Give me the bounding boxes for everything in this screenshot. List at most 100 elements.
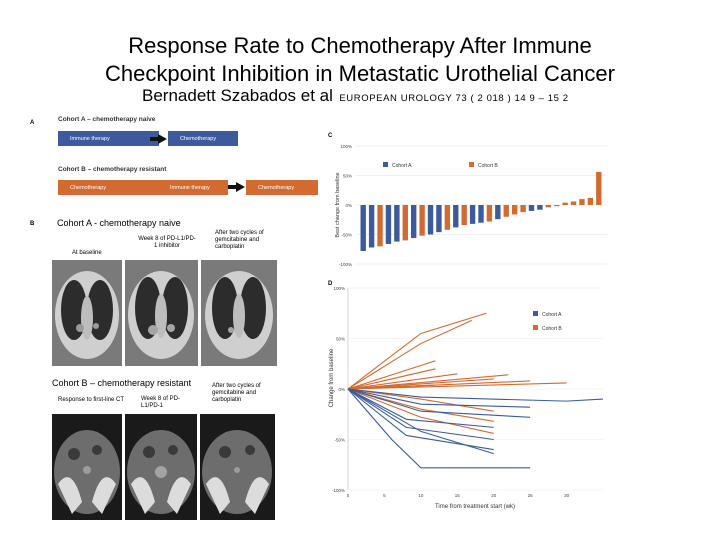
bar [419,205,425,236]
cohort-b-step-3: Chemotherapy [246,180,318,195]
panel-c-y-axis-label: Best change from baseline [335,172,341,237]
slide-title: Response Rate to Chemotherapy After Immu… [0,32,720,88]
bar [511,205,518,215]
ct-image-week8 [125,260,198,366]
bar [528,205,535,211]
series-line [347,388,494,455]
y-tick-label: 50% [336,337,345,342]
bar [570,201,577,205]
panel-a-cohort-a-heading: Cohort A – chemotherapy naive [58,116,156,123]
bar [486,205,493,222]
legend-swatch [383,162,388,167]
caption-at-baseline: At baseline [72,250,102,256]
bar [444,205,451,230]
series-line [347,388,531,418]
bar [461,205,467,226]
series-line [347,319,473,390]
waterfall-chart: C Best change from baseline 100% 50% 0% -50… [328,133,607,267]
x-tick-label: 20 [491,493,497,498]
y-tick-label: -50% [341,233,352,238]
bar [410,205,417,239]
series-line [347,388,494,428]
caption-response-first-line: Response to first-line CT [58,397,125,403]
panel-b-cohort-a-heading: Cohort A - chemotherapy naive [57,218,181,228]
bar [427,205,434,235]
panel-b-cohort-b-heading: Cohort B – chemotherapy resistant [52,378,192,388]
bar [554,205,560,207]
title-line-2: Checkpoint Inhibition in Metastatic Urot… [105,61,615,86]
series-line [347,388,531,408]
panel-a-label: A [30,120,35,126]
bar [545,205,552,208]
arrow-icon [228,182,245,192]
panel-a-cohort-b-heading: Cohort B – chemotherapy resistant [58,166,167,173]
panel-d-y-axis-label: Change from baseline [329,348,335,407]
legend-label: Cohort A [392,163,412,169]
y-tick-label: 0% [345,203,352,208]
bar [394,205,400,242]
bar [368,205,375,248]
ct-image-after-chemo-b [200,414,275,520]
cohort-a-step-1: Immune therapy [58,131,159,146]
y-tick-label: 50% [343,174,352,179]
caption-week8-a: Week 8 of PD-L1/PD-1 inhibitor [138,236,196,249]
bar [377,205,383,247]
series-line [347,388,531,469]
bar [503,205,509,217]
x-tick-label: 30 [564,493,570,498]
series-line [347,373,458,390]
cohort-b-step-2: Immune therapy [158,180,228,195]
journal-citation: EUROPEAN UROLOGY 73 ( 2 018 ) 14 9 – 15 … [339,93,569,104]
byline: Bernadett Szabados et al EUROPEAN UROLOG… [142,86,622,106]
series-line [347,368,436,390]
author: Bernadett Szabados et al [142,86,333,105]
panel-c-label: C [328,133,333,139]
caption-after-two-cycles-a: After two cycles of gemcitabine and carb… [215,230,264,250]
legend-swatch [533,311,538,316]
bar [596,171,602,205]
bar [385,205,392,244]
ct-image-week8-b [125,414,197,520]
y-tick-label: -50% [334,438,345,443]
bar [478,205,484,223]
y-tick-label: -100% [332,488,345,493]
legend-swatch [469,162,474,167]
legend-label: Cohort B [478,163,498,169]
ct-image-after-chemo-a [201,260,277,366]
legend-label: Cohort A [542,312,562,318]
series-line [347,388,604,402]
bar [562,202,568,205]
bar [436,205,442,233]
panel-d-x-axis-label: Time from treatment start (wk) [435,504,515,510]
caption-after-two-cycles-b: After two cycles of gemcitabine and carb… [212,383,261,403]
series-line [347,312,487,390]
panel-d-label: D [328,281,333,287]
arrow-icon [150,134,167,144]
bar [579,199,585,205]
series-line [347,382,567,390]
y-tick-label: 100% [340,144,352,149]
bar [402,205,408,241]
legend-swatch [533,325,538,330]
bar [469,205,476,224]
series-line [347,388,494,441]
bar [520,205,526,213]
legend-label: Cohort B [542,326,562,332]
bar [537,205,543,210]
title-line-1: Response Rate to Chemotherapy After Immu… [128,33,592,58]
x-tick-label: 10 [418,493,424,498]
spider-plot: D Change from baseline Time from treatme… [328,281,604,510]
bar [453,205,459,228]
x-tick-label: 25 [528,493,534,498]
cohort-b-step-1: Chemotherapy [58,180,159,195]
ct-image-first-line [52,414,122,520]
series-line [347,384,436,390]
panel-b-label: B [30,221,35,227]
series-line [347,378,494,390]
y-tick-label: -100% [339,262,352,267]
caption-week8-b: Week 8 of PD-L1/PD-1 [141,396,180,409]
series-line [347,360,436,390]
x-tick-label: 0 [347,493,350,498]
bar [360,205,366,252]
series-line [347,388,494,434]
